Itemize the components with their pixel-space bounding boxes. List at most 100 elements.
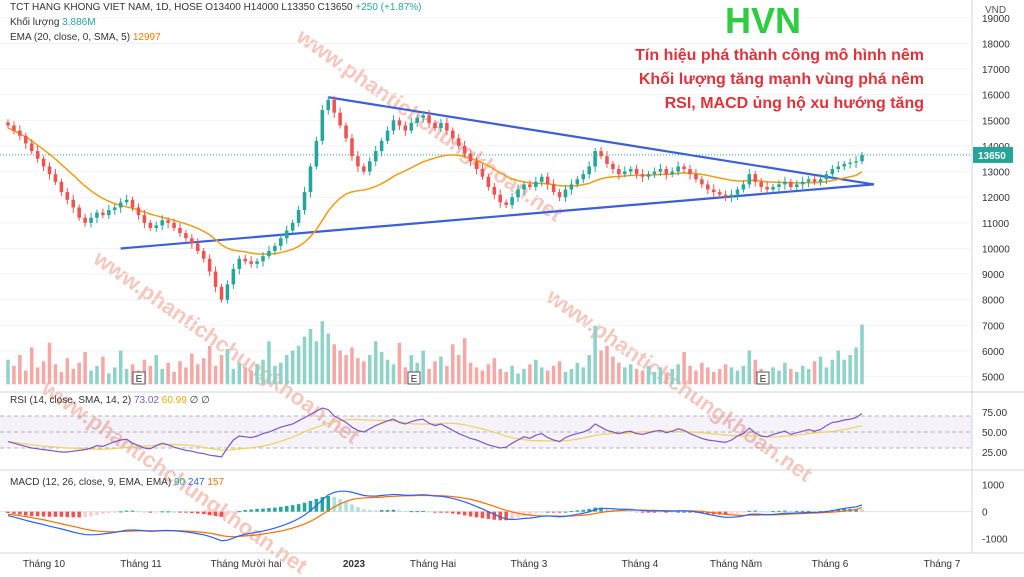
macd-line <box>7 490 863 542</box>
macd-hist-bar <box>806 510 811 512</box>
macd-hist-bar <box>35 511 40 517</box>
candle-body <box>581 174 586 180</box>
candle-body <box>403 125 408 131</box>
candle-body <box>201 251 206 259</box>
price-tick-label: 16000 <box>982 91 1010 102</box>
volume-bar <box>77 362 81 385</box>
macd-tick-label: 0 <box>982 508 988 519</box>
volume-bar <box>18 355 22 385</box>
candle-body <box>836 166 841 170</box>
candle-body <box>237 258 242 269</box>
macd-hist-bar <box>640 511 645 513</box>
candle-body <box>628 169 633 172</box>
price-tick-label: 17000 <box>982 65 1010 76</box>
candle-body <box>308 166 313 193</box>
time-tick-label: Tháng Hai <box>410 559 456 570</box>
volume-bar <box>41 361 46 385</box>
candle-body <box>77 207 81 218</box>
macd-hist-bar <box>545 511 550 513</box>
macd-hist-bar <box>445 511 449 513</box>
candle-body <box>101 212 105 216</box>
candle-body <box>379 140 384 152</box>
volume-bar <box>551 365 556 385</box>
candle-body <box>373 151 378 162</box>
macd-hist-bar <box>622 510 627 512</box>
candle-body <box>279 238 283 246</box>
macd-hist-bar <box>296 504 301 512</box>
candle-body <box>563 189 568 198</box>
volume-value: 3.886M <box>62 17 96 28</box>
time-tick-label: Tháng 10 <box>23 559 66 570</box>
candle-body <box>605 156 609 164</box>
macd-hist-bar <box>148 511 153 513</box>
macd-hist-bar <box>599 507 603 512</box>
macd-hist-bar <box>451 511 455 514</box>
candle-body <box>510 197 514 205</box>
candle-body <box>777 184 781 187</box>
candle-body <box>118 202 123 208</box>
volume-bar <box>439 356 443 385</box>
candle-body <box>456 138 461 146</box>
volume-bar <box>279 362 283 385</box>
macd-hist-bar <box>539 511 544 513</box>
macd-hist-bar <box>47 511 52 517</box>
macd-hist-bar <box>59 511 64 517</box>
volume-bar <box>160 368 164 385</box>
macd-hist-bar <box>302 502 307 512</box>
candle-body <box>83 217 87 223</box>
volume-bar <box>219 355 224 385</box>
candle-body <box>516 189 520 198</box>
candle-body <box>747 174 752 185</box>
volume-bar <box>522 368 526 385</box>
price-tick-label: 9000 <box>982 270 1005 281</box>
macd-hist-bar <box>112 511 117 513</box>
candle-body <box>765 186 769 190</box>
volume-bar <box>308 328 313 385</box>
macd-hist-bar <box>344 501 348 512</box>
volume-bar <box>628 364 633 385</box>
volume-bar <box>747 350 752 385</box>
volume-bar <box>433 361 437 385</box>
candle-body <box>231 268 236 285</box>
volume-bar <box>397 342 402 385</box>
grid <box>0 0 1024 554</box>
macd-hist-bar <box>273 507 277 512</box>
symbol-legend: TCT HANG KHONG VIET NAM, 1D, HOSE O13400… <box>10 2 422 13</box>
candle-body <box>326 99 331 111</box>
currency-label: VND <box>985 5 1006 16</box>
candle-body <box>848 162 852 164</box>
volume-bar <box>391 364 396 385</box>
volume-bar <box>599 350 603 385</box>
macd-hist-bar <box>136 511 141 513</box>
volume-bar <box>456 355 461 385</box>
volume-bar <box>12 365 16 385</box>
candle-body <box>468 153 473 162</box>
candle-body <box>711 189 716 193</box>
candle-body <box>439 122 443 129</box>
candle-body <box>41 158 46 167</box>
macd-hist-bar <box>362 509 366 512</box>
macd-hist-bar <box>522 511 526 516</box>
macd-hist-bar <box>379 510 384 512</box>
volume-bar <box>409 355 414 385</box>
macd-hist-bar <box>729 511 734 515</box>
macd-hist-bar <box>480 511 485 519</box>
candle-body <box>646 174 651 177</box>
candle-body <box>729 194 734 198</box>
macd-hist-bar <box>107 511 111 513</box>
symbol-name: TCT HANG KHONG VIET NAM, 1D, HOSE <box>10 2 203 13</box>
volume-bar <box>741 365 746 385</box>
volume-bar <box>848 355 852 385</box>
candle-body <box>433 122 437 129</box>
macd-hist-bar <box>528 511 532 515</box>
macd-hist-bar <box>95 511 99 516</box>
macd-hist-bar <box>308 500 313 512</box>
volume-bar <box>777 370 781 385</box>
price-tick-label: 18000 <box>982 39 1010 50</box>
macd-hist-bar <box>118 511 123 513</box>
macd-hist-bar <box>53 511 58 517</box>
candle-body <box>107 210 111 216</box>
rsi-ma-line <box>7 418 863 451</box>
